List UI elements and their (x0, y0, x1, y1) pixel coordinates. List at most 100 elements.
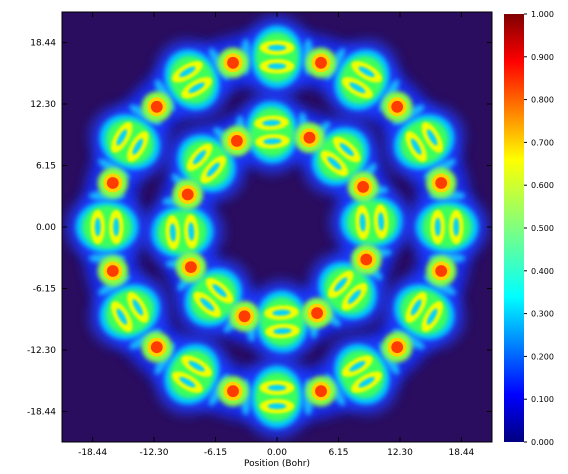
inner-ring-atom-core-4 (185, 261, 197, 273)
colorbar-tick-label: 0.400 (531, 267, 554, 276)
colorbar-tick-label: 0.900 (531, 53, 554, 62)
y-tick-label: 0.00 (36, 223, 56, 233)
lobe-hollow (339, 143, 354, 157)
x-tick-label: 6.15 (328, 448, 348, 458)
y-tick-label: 18.44 (30, 39, 56, 49)
x-tick-label: -12.30 (139, 448, 168, 458)
inner-ring-atom-core-1 (303, 131, 316, 144)
lobe-hollow (132, 299, 144, 316)
lobe-hollow (94, 217, 101, 237)
lobe-hollow (410, 299, 422, 316)
outer-ring-atom-core-5 (106, 177, 119, 189)
x-tick-label: -18.44 (78, 448, 107, 458)
lobe-hollow (453, 217, 460, 237)
outer-ring-atom-core-2 (315, 56, 327, 69)
lobe-hollow (434, 217, 441, 237)
lobe-hollow (193, 150, 207, 165)
lobe-hollow (262, 119, 281, 126)
lobe-hollow (378, 212, 385, 231)
y-tick-label: 6.15 (36, 162, 56, 172)
lobe-hollow (132, 138, 144, 155)
colorbar-tick-label: 0.800 (531, 96, 554, 105)
lobe-hollow (116, 129, 128, 146)
outer-ring-atom-core-3 (227, 56, 239, 69)
inner-ring-atom-core-6 (311, 307, 323, 319)
lobe-hollow (206, 162, 220, 177)
lobe-hollow (267, 44, 287, 51)
outer-ring-lobe-6 (65, 190, 149, 264)
colorbar-tick-label: 0.600 (531, 181, 554, 190)
y-tick-label: 12.30 (30, 100, 56, 110)
lobe-body (422, 205, 472, 249)
outer-ring-atom-core-1 (391, 100, 404, 113)
lobe-hollow (169, 223, 176, 242)
outer-ring-atom-core-9 (315, 385, 327, 398)
outer-ring-atom-core-8 (227, 385, 239, 398)
outer-ring-lobe-7 (90, 274, 170, 350)
colorbar-tick-label: 1.000 (531, 10, 554, 19)
colorbar-tick-label: 0.700 (531, 138, 554, 147)
inner-ring-atom-core-2 (231, 135, 243, 147)
lobe-hollow (358, 376, 375, 388)
lobe-hollow (267, 63, 287, 70)
x-tick-label: -6.15 (204, 448, 227, 458)
lobe-hollow (347, 289, 361, 304)
lobe-body (255, 372, 299, 422)
outer-ring-lobe-5 (90, 104, 170, 180)
lobe-hollow (349, 82, 366, 94)
x-tick-label: 12.30 (387, 448, 413, 458)
y-tick-label: -18.44 (27, 407, 56, 417)
colorbar-tick-label: 0.100 (531, 395, 554, 404)
inner-ring-lobe-6 (245, 280, 319, 364)
outer-ring-atom-core-4 (150, 100, 163, 113)
lobe-hollow (359, 213, 366, 232)
lobe-hollow (267, 403, 287, 410)
lobe-hollow (212, 284, 227, 298)
outer-ring-atom-core-0 (435, 177, 448, 189)
lobe-hollow (188, 360, 205, 372)
lobe-body (82, 205, 132, 249)
lobe-hollow (273, 328, 292, 335)
inner-ring-atom-core-7 (360, 253, 373, 266)
y-axis: 18.44 12.30 6.15 0.00 -6.15 -12.30 -18.44 (27, 39, 492, 417)
lobe-hollow (263, 138, 282, 145)
colorbar-tick-label: 0.300 (531, 310, 554, 319)
lobe-body (255, 32, 299, 82)
outer-ring-lobe-2 (324, 40, 400, 120)
lobe-hollow (179, 66, 196, 78)
colorbar (504, 14, 524, 442)
lobe-hollow (327, 156, 342, 170)
lobe-hollow (188, 222, 195, 241)
colorbar-tick-label: 0.200 (531, 352, 554, 361)
lobe-hollow (113, 217, 120, 237)
outer-ring-atom-core-10 (391, 341, 404, 354)
inner-ring-lobe-7 (309, 252, 387, 329)
lobe-hollow (200, 297, 215, 311)
outer-ring-lobe-8 (154, 334, 230, 414)
lobe-hollow (272, 309, 291, 316)
lobe-hollow (358, 66, 375, 78)
lobe-hollow (410, 138, 422, 155)
colorbar-tick-label: 0.500 (531, 224, 554, 233)
y-tick-label: -12.30 (27, 346, 56, 356)
outer-ring-atom-core-6 (106, 265, 119, 277)
lobe-hollow (334, 277, 348, 292)
density-layer (65, 15, 489, 439)
x-tick-label: 18.44 (449, 448, 475, 458)
lobe-hollow (179, 376, 196, 388)
colorbar-ticks: 1.000 0.900 0.800 0.700 0.600 0.500 0.400 0.300… (524, 10, 554, 447)
outer-ring-atom-core-7 (150, 341, 163, 354)
inner-ring-atom-core-5 (238, 310, 251, 323)
x-axis: -18.44 -12.30 -6.15 0.00 6.15 12.30 18.44 (78, 12, 475, 458)
lobe-hollow (267, 384, 287, 391)
outer-ring-atom-core-11 (435, 265, 448, 277)
y-tick-label: -6.15 (33, 285, 56, 295)
x-tick-label: 0.00 (267, 448, 287, 458)
lobe-hollow (349, 360, 366, 372)
lobe-hollow (188, 82, 205, 94)
colorbar-tick-label: 0.000 (531, 438, 554, 447)
inner-ring-atom-core-0 (357, 181, 369, 193)
lobe-hollow (426, 308, 438, 325)
